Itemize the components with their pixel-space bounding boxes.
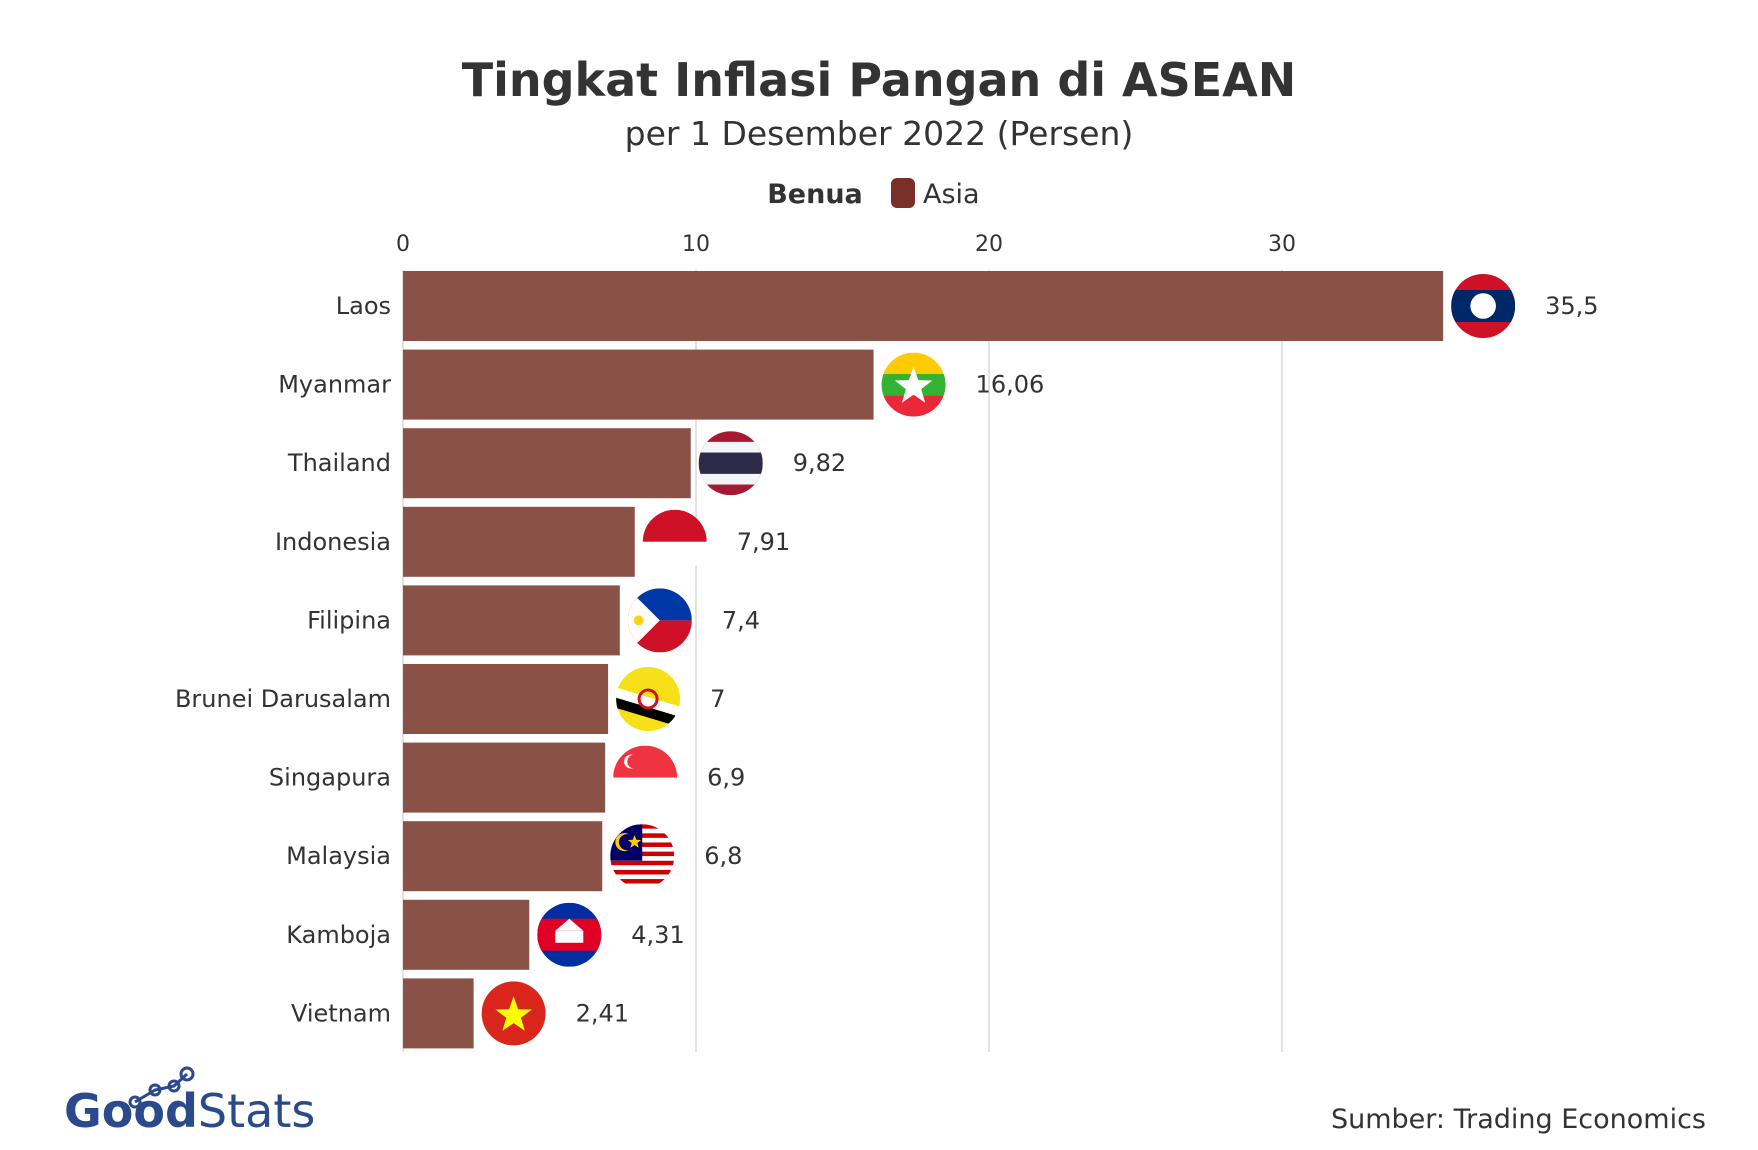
logo-text: GoodStats bbox=[64, 1084, 315, 1138]
category-label: Thailand bbox=[287, 449, 391, 477]
value-label: 2,41 bbox=[576, 999, 629, 1027]
chart-subtitle: per 1 Desember 2022 (Persen) bbox=[625, 114, 1134, 153]
bar[interactable] bbox=[403, 899, 530, 970]
category-labels: Laos Myanmar Thailand Indonesia Filipina Brun… bbox=[175, 292, 391, 1027]
value-label: 7,91 bbox=[737, 528, 790, 556]
bar[interactable] bbox=[403, 271, 1444, 341]
x-axis: 0 10 20 30 bbox=[396, 232, 1296, 257]
logo-text-good: Good bbox=[64, 1084, 198, 1138]
value-label: 4,31 bbox=[631, 921, 684, 949]
value-label: 7,4 bbox=[722, 606, 760, 634]
cambodia-flag-icon bbox=[537, 902, 602, 967]
x-tick-label: 10 bbox=[682, 232, 710, 257]
flags bbox=[481, 274, 1516, 1046]
vietnam-flag-icon bbox=[481, 981, 546, 1046]
bar[interactable] bbox=[403, 821, 603, 892]
bar[interactable] bbox=[403, 978, 474, 1049]
x-tick-label: 30 bbox=[1268, 232, 1296, 257]
brunei-flag-icon bbox=[616, 667, 681, 731]
legend-label-asia: Asia bbox=[923, 179, 980, 210]
logo-dot bbox=[179, 1066, 195, 1082]
logo-text-stats: Stats bbox=[198, 1084, 315, 1138]
value-label: 35,5 bbox=[1545, 292, 1598, 320]
bars bbox=[403, 271, 1444, 1049]
chart-title: Tingkat Inflasi Pangan di ASEAN bbox=[462, 53, 1297, 107]
logo-dot bbox=[128, 1095, 142, 1109]
category-label: Malaysia bbox=[286, 842, 391, 870]
legend-title: Benua bbox=[767, 179, 863, 210]
logo-dot bbox=[167, 1079, 181, 1093]
bar[interactable] bbox=[403, 742, 606, 813]
logo-trend-line bbox=[134, 1072, 189, 1104]
bar[interactable] bbox=[403, 349, 874, 420]
value-label: 6,9 bbox=[707, 764, 745, 792]
legend-swatch-asia[interactable] bbox=[891, 178, 915, 208]
category-label: Kamboja bbox=[286, 921, 391, 949]
bar[interactable] bbox=[403, 585, 620, 656]
value-label: 9,82 bbox=[793, 449, 846, 477]
malaysia-flag-icon bbox=[610, 824, 675, 889]
philippines-flag-icon bbox=[627, 588, 692, 653]
source-note: Sumber: Trading Economics bbox=[1331, 1104, 1706, 1135]
value-label: 6,8 bbox=[704, 842, 742, 870]
legend[interactable]: Benua Asia bbox=[767, 178, 980, 210]
laos-flag-icon bbox=[1451, 274, 1516, 338]
bar[interactable] bbox=[403, 428, 691, 499]
category-label: Myanmar bbox=[278, 371, 391, 399]
category-label: Brunei Darusalam bbox=[175, 685, 391, 713]
value-labels: 35,5 16,06 9,82 7,91 7,4 7 6,9 6,8 4,31 2,41 bbox=[576, 292, 1599, 1027]
category-label: Filipina bbox=[307, 606, 391, 634]
category-label: Vietnam bbox=[291, 999, 391, 1027]
bar[interactable] bbox=[403, 664, 609, 734]
thailand-flag-icon bbox=[698, 431, 763, 496]
value-label: 7 bbox=[710, 685, 725, 713]
myanmar-flag-icon bbox=[881, 352, 946, 417]
x-tick-label: 0 bbox=[396, 232, 410, 257]
logo-dot bbox=[148, 1083, 162, 1097]
indonesia-flag-icon bbox=[642, 509, 707, 574]
x-tick-label: 20 bbox=[975, 232, 1003, 257]
category-label: Singapura bbox=[269, 764, 391, 792]
bar[interactable] bbox=[403, 506, 635, 577]
goodstats-logo: GoodStats bbox=[64, 1066, 315, 1138]
category-label: Indonesia bbox=[275, 528, 391, 556]
category-label: Laos bbox=[336, 292, 391, 320]
value-label: 16,06 bbox=[976, 371, 1045, 399]
singapore-flag-icon bbox=[613, 745, 678, 810]
